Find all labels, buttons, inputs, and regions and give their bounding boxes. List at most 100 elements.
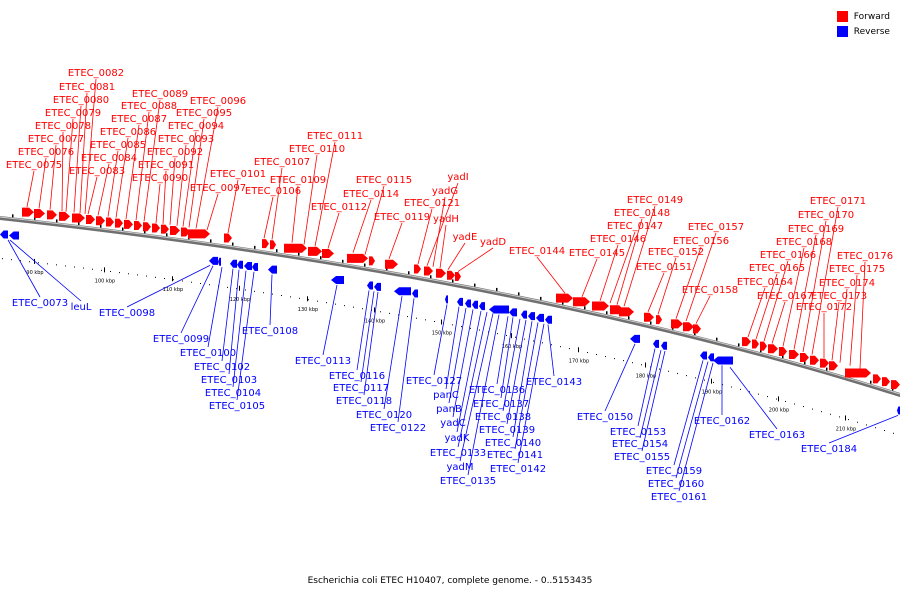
gene-label[interactable]: yadM	[446, 462, 473, 473]
gene-label[interactable]: ETEC_0104	[205, 388, 261, 399]
gene-label[interactable]: ETEC_0077	[28, 134, 84, 145]
gene-label[interactable]: ETEC_0110	[289, 144, 345, 155]
forward-gene-arrow[interactable]	[656, 315, 662, 325]
gene-label[interactable]: ETEC_0096	[190, 96, 246, 107]
gene-label[interactable]: ETEC_0171	[810, 196, 866, 207]
gene-label[interactable]: ETEC_0174	[819, 278, 875, 289]
forward-gene-arrow[interactable]	[262, 239, 269, 249]
forward-gene-arrow[interactable]	[447, 270, 455, 280]
forward-gene-arrow[interactable]	[22, 207, 34, 217]
gene-label[interactable]: ETEC_0169	[788, 224, 844, 235]
gene-label[interactable]: ETEC_0094	[168, 121, 224, 132]
gene-label[interactable]: ETEC_0119	[374, 212, 430, 223]
gene-label[interactable]: ETEC_0107	[254, 157, 310, 168]
gene-label[interactable]: ETEC_0081	[59, 82, 115, 93]
gene-label[interactable]: ETEC_0144	[509, 246, 565, 257]
forward-gene-arrow[interactable]	[644, 312, 654, 322]
gene-label[interactable]: ETEC_0116	[329, 371, 385, 382]
forward-gene-arrow[interactable]	[284, 243, 307, 253]
gene-label[interactable]: ETEC_0141	[487, 450, 543, 461]
forward-gene-arrow[interactable]	[86, 215, 95, 225]
reverse-gene-arrow[interactable]	[331, 276, 344, 285]
reverse-gene-arrow[interactable]	[268, 265, 277, 274]
forward-gene-arrow[interactable]	[47, 210, 57, 220]
gene-label[interactable]: ETEC_0083	[69, 166, 125, 177]
gene-label[interactable]: ETEC_0146	[590, 234, 646, 245]
forward-gene-arrow[interactable]	[424, 266, 433, 276]
reverse-gene-arrow[interactable]	[713, 356, 733, 365]
reverse-gene-arrow[interactable]	[209, 256, 218, 265]
gene-label[interactable]: ETEC_0137	[473, 399, 529, 410]
forward-gene-arrow[interactable]	[369, 256, 375, 266]
forward-gene-arrow[interactable]	[308, 246, 322, 256]
reverse-gene-arrow[interactable]	[367, 281, 373, 290]
forward-gene-arrow[interactable]	[800, 352, 809, 362]
reverse-gene-arrow[interactable]	[218, 257, 221, 266]
gene-label[interactable]: panB	[436, 404, 462, 415]
gene-label[interactable]: ETEC_0160	[648, 479, 704, 490]
gene-label[interactable]: ETEC_0165	[749, 263, 805, 274]
gene-label[interactable]: ETEC_0138	[475, 412, 531, 423]
forward-gene-arrow[interactable]	[683, 322, 694, 332]
forward-gene-arrow[interactable]	[752, 339, 759, 349]
gene-label[interactable]: ETEC_0157	[688, 222, 744, 233]
gene-label[interactable]: ETEC_0135	[440, 476, 496, 487]
forward-gene-arrow[interactable]	[59, 211, 70, 221]
reverse-gene-arrow[interactable]	[509, 308, 517, 317]
forward-gene-arrow[interactable]	[161, 224, 169, 234]
gene-label[interactable]: leuL	[71, 302, 92, 313]
gene-label[interactable]: ETEC_0139	[479, 425, 535, 436]
forward-gene-arrow[interactable]	[385, 259, 398, 269]
gene-label[interactable]: ETEC_0162	[694, 416, 750, 427]
gene-label[interactable]: ETEC_0102	[194, 362, 250, 373]
gene-label[interactable]: ETEC_0090	[132, 173, 188, 184]
reverse-gene-arrow[interactable]	[708, 353, 714, 362]
gene-label[interactable]: ETEC_0105	[209, 401, 265, 412]
gene-label[interactable]: ETEC_0176	[837, 251, 893, 262]
gene-label[interactable]: ETEC_0143	[526, 377, 582, 388]
gene-label[interactable]: yadI	[447, 172, 468, 183]
gene-label[interactable]: ETEC_0184	[801, 444, 857, 455]
forward-gene-arrow[interactable]	[742, 337, 751, 347]
gene-label[interactable]: ETEC_0084	[81, 153, 137, 164]
forward-gene-arrow[interactable]	[873, 374, 881, 384]
gene-label[interactable]: ETEC_0098	[99, 308, 155, 319]
gene-label[interactable]: ETEC_0080	[53, 95, 109, 106]
gene-label[interactable]: ETEC_0085	[90, 140, 146, 151]
gene-label[interactable]: ETEC_0099	[153, 334, 209, 345]
reverse-gene-arrow[interactable]	[374, 282, 381, 291]
reverse-gene-arrow[interactable]	[653, 339, 659, 348]
gene-label[interactable]: ETEC_0112	[311, 202, 367, 213]
forward-gene-arrow[interactable]	[882, 377, 890, 387]
forward-gene-arrow[interactable]	[829, 361, 838, 371]
gene-label[interactable]: ETEC_0076	[18, 147, 74, 158]
forward-gene-arrow[interactable]	[779, 346, 787, 356]
reverse-gene-arrow[interactable]	[457, 297, 463, 306]
gene-label[interactable]: ETEC_0075	[6, 160, 62, 171]
forward-gene-arrow[interactable]	[143, 222, 151, 232]
reverse-gene-arrow[interactable]	[412, 289, 418, 298]
gene-label[interactable]: ETEC_0150	[577, 412, 633, 423]
gene-label[interactable]: ETEC_0163	[749, 430, 805, 441]
forward-gene-arrow[interactable]	[820, 358, 829, 368]
gene-label[interactable]: ETEC_0158	[682, 285, 738, 296]
reverse-gene-arrow[interactable]	[489, 305, 509, 314]
forward-gene-arrow[interactable]	[760, 341, 767, 351]
reverse-gene-arrow[interactable]	[545, 315, 552, 324]
forward-gene-arrow[interactable]	[115, 218, 123, 228]
forward-gene-arrow[interactable]	[671, 319, 683, 329]
forward-gene-arrow[interactable]	[414, 264, 421, 274]
gene-label[interactable]: ETEC_0087	[111, 114, 167, 125]
gene-label[interactable]: ETEC_0082	[68, 68, 124, 79]
gene-label[interactable]: ETEC_0095	[176, 108, 232, 119]
gene-label[interactable]: yadK	[445, 433, 470, 444]
gene-label[interactable]: ETEC_0108	[242, 326, 298, 337]
reverse-gene-arrow[interactable]	[394, 287, 411, 296]
gene-label[interactable]: ETEC_0159	[646, 466, 702, 477]
reverse-gene-arrow[interactable]	[465, 299, 471, 308]
gene-label[interactable]: ETEC_0093	[158, 134, 214, 145]
forward-gene-arrow[interactable]	[134, 221, 142, 231]
gene-label[interactable]: ETEC_0121	[404, 198, 460, 209]
forward-gene-arrow[interactable]	[270, 240, 276, 250]
gene-label[interactable]: ETEC_0120	[356, 410, 412, 421]
